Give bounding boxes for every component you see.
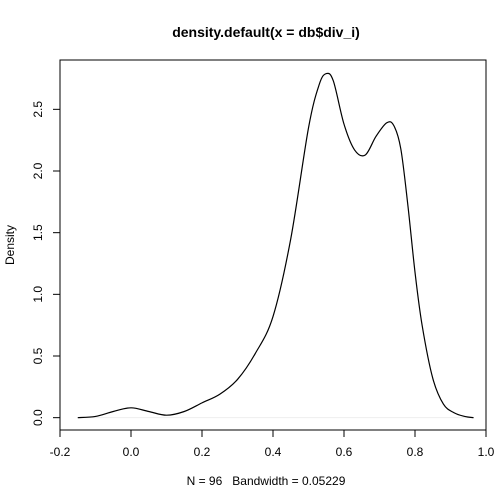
y-axis-label: Density	[3, 225, 17, 265]
x-tick-label: 0.2	[194, 445, 211, 459]
x-axis-label: N = 96 Bandwidth = 0.05229	[187, 474, 346, 488]
y-tick-label: 2.5	[31, 101, 45, 118]
y-tick-label: 2.0	[31, 162, 45, 179]
y-tick-label: 0.5	[31, 347, 45, 364]
x-axis: -0.2 0.0 0.2 0.4 0.6 0.8 1.0	[50, 430, 495, 459]
y-tick-label: 0.0	[31, 409, 45, 426]
y-axis: 0.0 0.5 1.0 1.5 2.0 2.5	[31, 101, 60, 426]
plot-frame	[60, 60, 486, 430]
density-curve	[78, 73, 474, 417]
y-tick-label: 1.5	[31, 224, 45, 241]
x-tick-label: 0.0	[123, 445, 140, 459]
y-tick-label: 1.0	[31, 286, 45, 303]
x-tick-label: -0.2	[50, 445, 71, 459]
x-tick-label: 0.8	[407, 445, 424, 459]
x-tick-label: 0.4	[265, 445, 282, 459]
chart-title: density.default(x = db$div_i)	[172, 24, 360, 40]
x-tick-label: 0.6	[336, 445, 353, 459]
x-tick-label: 1.0	[478, 445, 495, 459]
